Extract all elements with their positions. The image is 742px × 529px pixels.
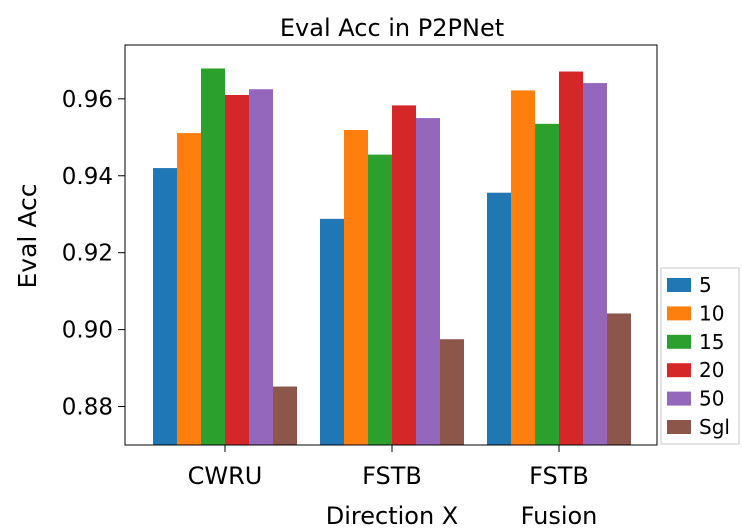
legend-label-15: 15 [699, 330, 724, 354]
x-tick-label: FSTB [362, 462, 422, 490]
bar-20-1 [392, 105, 416, 445]
bar-10-0 [177, 133, 201, 446]
x-tick-label: FSTB [529, 462, 589, 490]
y-tick-label: 0.90 [62, 318, 113, 344]
bar-50-1 [416, 118, 440, 446]
legend-label-5: 5 [699, 273, 712, 297]
chart-title: Eval Acc in P2PNet [280, 14, 504, 42]
bar-5-0 [153, 168, 177, 446]
x-tick-label: Direction X [326, 502, 459, 529]
y-tick-label: 0.92 [62, 241, 113, 267]
legend-label-20: 20 [699, 358, 724, 382]
bar-20-0 [225, 95, 249, 445]
y-tick-label: 0.88 [62, 395, 113, 421]
bar-20-2 [559, 71, 583, 446]
legend-swatch-20 [667, 363, 691, 378]
bar-15-0 [201, 68, 225, 445]
bar-Sgl-0 [273, 386, 297, 445]
legend: 5 10 15 20 50 Sgl [660, 267, 740, 445]
legend-swatch-10 [667, 306, 691, 321]
x-tick-label: CWRU [188, 462, 263, 490]
legend-swatch-15 [667, 334, 691, 349]
legend-swatch-5 [667, 278, 691, 292]
legend-label-10: 10 [699, 301, 724, 325]
legend-box [660, 267, 740, 445]
bar-10-1 [344, 130, 368, 445]
y-tick-label: 0.96 [62, 87, 113, 113]
bar-15-2 [535, 123, 559, 445]
y-tick-label: 0.94 [62, 164, 113, 190]
bar-50-2 [583, 83, 607, 446]
legend-swatch-Sgl [667, 420, 691, 434]
legend-swatch-50 [667, 391, 691, 406]
bar-5-2 [487, 192, 511, 445]
axes-frame [124, 44, 658, 446]
bar-10-2 [511, 90, 535, 445]
plot-area: 0.88 0.90 0.92 0.94 0.96 CWRU FSTB Direction X F… [62, 44, 658, 529]
bar-Sgl-1 [440, 339, 464, 445]
legend-label-50: 50 [699, 387, 724, 411]
bar-5-1 [320, 218, 344, 445]
x-tick-label: Fusion [521, 502, 598, 529]
bar-15-1 [368, 154, 392, 445]
bar-Sgl-2 [607, 313, 631, 445]
legend-label-Sgl: Sgl [699, 415, 730, 439]
bar-50-0 [249, 89, 273, 445]
y-axis-label: Eval Acc [13, 184, 42, 289]
